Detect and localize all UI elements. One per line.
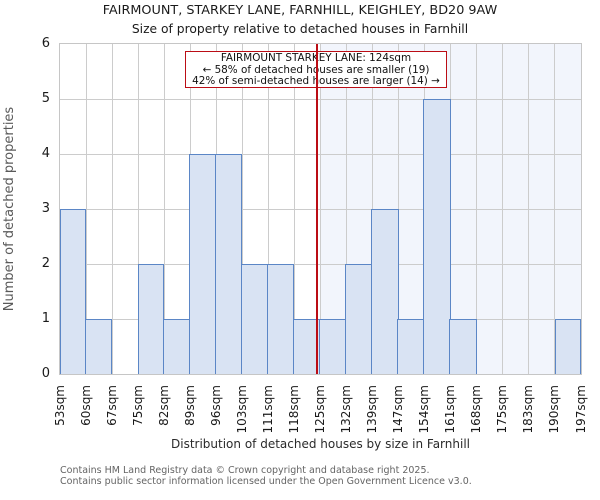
horizontal-gridline	[60, 98, 581, 100]
x-tick-label-text: 132sqm	[339, 385, 354, 434]
histogram-bar	[138, 264, 165, 374]
histogram-bar	[240, 264, 269, 374]
y-tick-label: 6	[41, 36, 50, 51]
histogram-bar	[267, 264, 295, 374]
x-tick-label-text: 60sqm	[78, 385, 93, 426]
x-tick-label-text: 168sqm	[469, 385, 484, 434]
histogram-bar	[214, 154, 243, 374]
histogram-bar	[319, 319, 347, 374]
x-tick-label-text: 53sqm	[52, 385, 67, 426]
x-axis-title: Distribution of detached houses by size …	[171, 437, 470, 451]
plot-area	[59, 43, 582, 375]
horizontal-gridline	[60, 208, 581, 210]
horizontal-gridline	[60, 263, 581, 265]
histogram-bar	[449, 319, 477, 374]
x-tick-label-text: 175sqm	[495, 385, 510, 434]
footer-credit: Contains HM Land Registry data © Crown c…	[60, 465, 472, 487]
y-tick-label: 3	[41, 201, 50, 216]
footer-line-1: Contains HM Land Registry data © Crown c…	[60, 465, 430, 476]
histogram-bar	[60, 209, 87, 374]
x-tick-label-text: 125sqm	[313, 385, 327, 434]
y-tick-label: 5	[41, 91, 50, 106]
histogram-bar	[423, 99, 451, 374]
x-tick-label-text: 96sqm	[208, 385, 223, 426]
y-tick-label: 4	[41, 146, 50, 161]
y-tick-label: 1	[41, 311, 50, 326]
y-tick-label: 2	[41, 256, 50, 271]
y-tick-label: 0	[41, 366, 50, 381]
x-tick-label-text: 190sqm	[547, 385, 562, 434]
x-tick-label-text: 139sqm	[365, 385, 380, 434]
histogram-bar	[188, 154, 217, 374]
x-tick-label-text: 161sqm	[443, 385, 458, 434]
x-tick-label-text: 75sqm	[130, 385, 145, 426]
x-tick-label-text: 67sqm	[104, 385, 119, 426]
histogram-bar	[397, 319, 425, 374]
histogram-bar	[345, 264, 373, 374]
x-tick-label-text: 147sqm	[391, 385, 406, 434]
marker-line	[315, 44, 318, 374]
x-tick-label-text: 118sqm	[286, 385, 301, 434]
horizontal-gridline	[60, 153, 581, 155]
x-tick-label-text: 183sqm	[521, 385, 536, 434]
x-tick-label-text: 111sqm	[260, 385, 275, 434]
x-tick-label-text: 154sqm	[417, 385, 432, 434]
histogram-bar	[371, 209, 399, 374]
histogram-bar	[162, 319, 191, 374]
histogram-bar	[84, 319, 113, 374]
chart-title: FAIRMOUNT, STARKEY LANE, FARNHILL, KEIGH…	[102, 3, 498, 18]
x-tick-label-text: 82sqm	[156, 385, 171, 426]
histogram-bar	[554, 319, 581, 374]
x-tick-label-text: 103sqm	[234, 385, 249, 434]
footer-line-2: Contains public sector information licen…	[60, 475, 472, 487]
chart-subtitle: Size of property relative to detached ho…	[131, 22, 469, 36]
x-tick-label-text: 89sqm	[182, 385, 197, 426]
x-tick-label-text: 197sqm	[573, 385, 588, 434]
